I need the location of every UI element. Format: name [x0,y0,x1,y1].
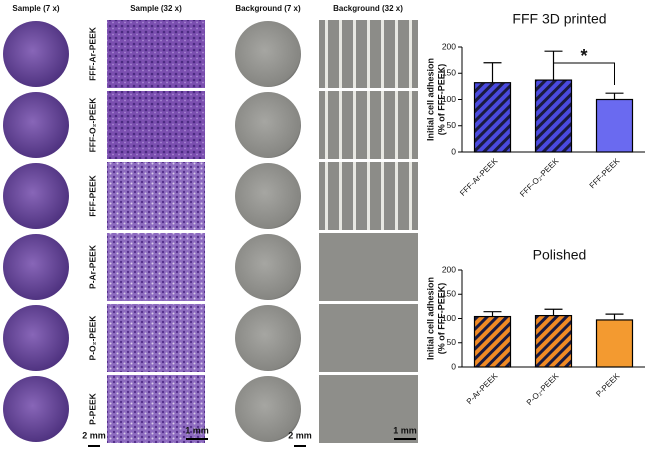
x-tick-label: FFF-PEEK [588,156,622,190]
row-label: FFF-O₂-PEEK [87,97,97,153]
column-header: Sample (32 x) [130,4,182,13]
y-tick-label: 150 [442,289,456,299]
row-label: FFF-Ar-PEEK [87,26,97,81]
column-header: Sample (7 x) [12,4,59,13]
x-tick-label: FFF-O₂-PEEK [518,156,561,199]
y-tick-label: 200 [442,264,456,274]
sample-7x-image [3,163,69,229]
sample-7x-image [3,376,69,442]
column-header: Background (32 x) [333,4,403,13]
scale-bar-label: 1 mm [185,425,209,435]
sample-32x-image [107,162,205,230]
bar [595,98,634,153]
y-tick-label: 50 [447,337,457,347]
background-32x-image [319,91,418,159]
bar [534,79,573,153]
background-7x-image [235,234,301,300]
y-tick-label: 150 [442,68,456,78]
sample-32x-image [107,91,205,159]
y-tick-label: 200 [442,41,456,51]
y-axis-label: Initial cell adhesion [425,277,435,360]
image-panels: FFF-Ar-PEEK FFF-O₂-PEEK FFF-PEEK P-Ar-PEEK P… [3,20,418,443]
bar [534,314,573,368]
background-7x-image [235,21,301,87]
sample-32x-image [107,375,205,443]
background-32x-image [319,162,418,230]
x-tick-label: P-PEEK [594,371,622,399]
sample-32x-image [107,20,205,88]
sample-7x-image [3,92,69,158]
significance-bracket [553,62,615,85]
row-label: P-Ar-PEEK [87,244,97,289]
x-tick-label: P-O₂-PEEK [525,371,561,407]
row-label: FFF-PEEK [87,174,97,216]
y-axis-label: (% of FFF-PEEK) [436,64,446,136]
bar [595,319,634,368]
background-7x-image [235,305,301,371]
background-7x-image [235,163,301,229]
chart-title: Polished [533,247,587,263]
x-tick-label: FFF-Ar-PEEK [458,156,500,198]
background-32x-image [319,375,418,443]
sample-7x-image [3,305,69,371]
sample-7x-image [3,21,69,87]
background-32x-image [319,233,418,301]
bar [473,315,512,368]
y-tick-label: 100 [442,94,456,104]
y-tick-label: 50 [447,120,457,130]
y-axis-label: (% of FFF-PEEK) [436,283,446,355]
sample-32x-image [107,233,205,301]
scale-bar-label: 1 mm [393,425,417,435]
scale-bar-label: 2 mm [82,430,106,440]
annotation: * [580,46,587,66]
chart-title: FFF 3D printed [512,11,606,27]
y-tick-label: 0 [451,146,456,156]
y-axis-label: Initial cell adhesion [425,58,435,141]
background-32x-image [319,20,418,88]
background-7x-image [235,376,301,442]
scale-bar-label: 2 mm [288,430,312,440]
sample-7x-image [3,234,69,300]
background-32x-image [319,304,418,372]
y-tick-label: 0 [451,361,456,371]
background-7x-image [235,92,301,158]
x-tick-label: P-Ar-PEEK [465,371,500,406]
bar [473,82,512,153]
column-header: Background (7 x) [235,4,301,13]
row-label: P-O₂-PEEK [87,315,97,361]
row-label: P-PEEK [87,392,97,425]
y-tick-label: 100 [442,313,456,323]
sample-32x-image [107,304,205,372]
